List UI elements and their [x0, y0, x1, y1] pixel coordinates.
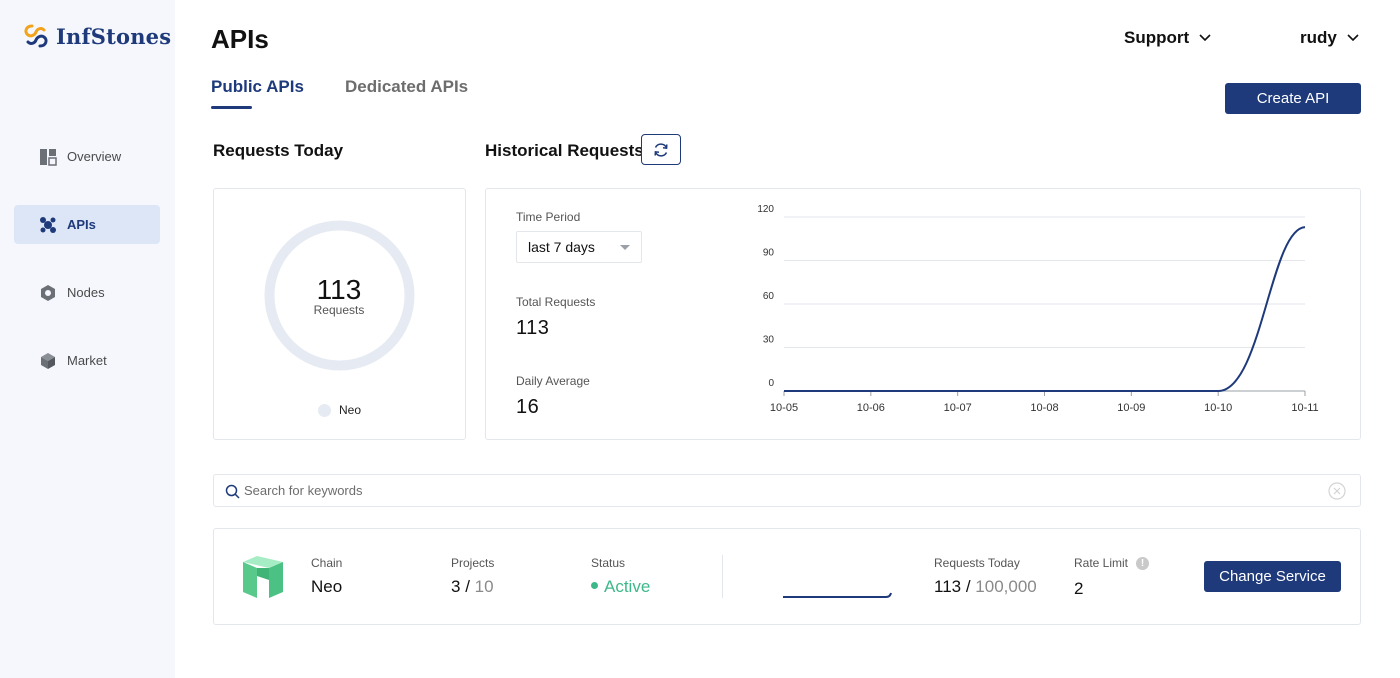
chain-value: Neo [311, 577, 343, 596]
y-tick-label: 0 [768, 378, 774, 389]
projects-separator: / [460, 577, 475, 596]
legend-label: Neo [339, 403, 362, 417]
time-period-select[interactable]: last 7 days [516, 231, 642, 263]
series-line-neo [784, 226, 1306, 392]
status-value: Active [604, 577, 651, 596]
sidebar-item-nodes[interactable]: Nodes [14, 273, 160, 312]
status-badge: Active [591, 577, 650, 597]
infstones-logo-icon [24, 24, 48, 48]
total-requests-value: 113 [516, 317, 550, 339]
sidebar-item-label: Overview [67, 149, 122, 164]
sidebar-item-label: Nodes [67, 285, 105, 300]
rate-limit-text: Rate Limit [1074, 556, 1129, 570]
chain-label: Chain [311, 556, 343, 570]
status-dot [591, 582, 598, 590]
projects-used: 3 [451, 577, 461, 596]
projects-value: 3 / 10 [451, 577, 494, 597]
x-tick-label: 10-07 [944, 402, 972, 414]
donut-legend: Neo [318, 403, 361, 417]
service-row [213, 528, 1361, 625]
y-tick-label: 30 [763, 335, 775, 346]
rate-limit-value: 2 [1074, 579, 1084, 598]
info-icon[interactable]: ! [1136, 557, 1150, 571]
nodes-icon [41, 284, 55, 301]
market-icon [41, 352, 55, 369]
requests-sparkline [783, 592, 892, 598]
requests-separator: / [961, 577, 976, 596]
projects-label: Projects [451, 556, 495, 570]
support-menu[interactable]: Support [1124, 28, 1211, 48]
search-icon [225, 484, 240, 499]
tab-dedicated-apis[interactable]: Dedicated APIs [345, 77, 469, 96]
y-tick-label: 90 [763, 248, 775, 259]
dashboard-icon [40, 148, 57, 166]
change-service-button[interactable]: Change Service [1204, 561, 1341, 592]
brand-logo[interactable]: InfStones [22, 22, 171, 50]
refresh-icon [654, 142, 668, 157]
legend-dot [318, 403, 331, 417]
page-title: APIs [211, 24, 269, 54]
time-period-value: last 7 days [528, 239, 595, 255]
x-tick-label: 10-09 [1117, 402, 1145, 414]
x-tick-label: 10-10 [1204, 402, 1232, 414]
tab-public-apis[interactable]: Public APIs [211, 77, 304, 96]
rate-limit-label: Rate Limit! [1074, 556, 1150, 571]
historical-requests-chart: 0 30 60 90 120 10-05 10-06 10-07 10-08 10-09 10-10… [757, 204, 1318, 414]
requests-today-row-value: 113 / 100,000 [934, 577, 1037, 597]
user-name: rudy [1300, 28, 1337, 47]
neo-logo-icon [243, 556, 283, 598]
status-label: Status [591, 556, 626, 570]
chevron-down-icon [1347, 34, 1359, 42]
requests-today-value: 113 [316, 274, 362, 305]
total-requests-label: Total Requests [516, 295, 596, 309]
row-divider [722, 555, 723, 598]
requests-today-title: Requests Today [213, 141, 344, 160]
x-tick-label: 10-08 [1030, 402, 1058, 414]
y-tick-label: 120 [757, 204, 774, 215]
requests-donut [264, 220, 415, 371]
requests-today-row-label: Requests Today [934, 556, 1020, 570]
refresh-button[interactable] [641, 134, 681, 165]
clear-search-icon[interactable] [1328, 482, 1346, 500]
daily-average-value: 16 [516, 396, 540, 418]
requests-today-unit: Requests [313, 303, 365, 317]
x-tick-label: 10-05 [770, 402, 798, 414]
requests-total: 100,000 [975, 577, 1037, 596]
x-tick-label: 10-06 [857, 402, 885, 414]
sidebar-item-market[interactable]: Market [14, 341, 160, 380]
projects-total: 10 [474, 577, 494, 596]
sidebar: InfStones Overview APIs Nodes [0, 0, 175, 678]
x-tick-label: 10-11 [1291, 402, 1318, 414]
historical-requests-title: Historical Requests [485, 141, 644, 160]
daily-average-label: Daily Average [516, 374, 590, 388]
support-label: Support [1124, 28, 1190, 47]
requests-used: 113 [934, 577, 962, 596]
brand-name: InfStones [56, 23, 172, 49]
chevron-down-icon [1199, 34, 1211, 42]
sidebar-item-label: APIs [67, 217, 96, 232]
caret-down-icon [620, 245, 630, 250]
sidebar-item-overview[interactable]: Overview [14, 137, 160, 176]
search-input[interactable] [244, 483, 1304, 498]
user-menu[interactable]: rudy [1300, 28, 1359, 48]
sidebar-item-label: Market [67, 353, 107, 368]
time-period-label: Time Period [516, 210, 581, 224]
tab-active-indicator [211, 106, 252, 109]
sidebar-item-apis[interactable]: APIs [14, 205, 160, 244]
historical-requests-card [485, 188, 1361, 440]
search-bar [213, 474, 1361, 507]
apis-icon [40, 216, 56, 233]
create-api-button[interactable]: Create API [1225, 83, 1361, 114]
y-tick-label: 60 [763, 291, 775, 302]
